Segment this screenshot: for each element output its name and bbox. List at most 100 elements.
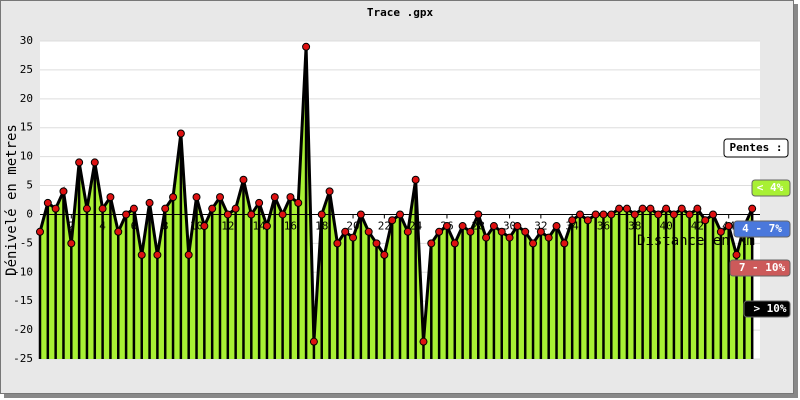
point (450, 239, 459, 248)
point (325, 187, 334, 196)
point (583, 216, 592, 225)
point (114, 227, 123, 236)
point (411, 175, 420, 184)
point (82, 204, 91, 213)
point (364, 227, 373, 236)
legend-swatch (743, 300, 791, 318)
point (576, 210, 584, 219)
x-tick-label: 42 (691, 219, 704, 232)
y-axis-label: Dénivelé en metres (4, 124, 20, 276)
area (40, 46, 753, 359)
point (615, 204, 624, 213)
point (489, 222, 498, 231)
point (521, 227, 530, 236)
point (349, 233, 358, 242)
point (591, 210, 600, 219)
point (748, 204, 757, 213)
point (294, 198, 303, 207)
point (153, 250, 162, 259)
point (176, 129, 185, 138)
point (247, 210, 256, 219)
point (396, 210, 404, 219)
x-tick-label: 12 (221, 219, 234, 232)
point (435, 227, 444, 236)
legend-swatch (729, 259, 791, 277)
point (458, 222, 467, 231)
point (662, 204, 671, 213)
y-tick-label: -20 (13, 323, 33, 336)
y-tick-label: -15 (13, 294, 33, 307)
x-tick-label: 36 (597, 219, 610, 232)
point (262, 222, 271, 231)
point (638, 204, 647, 213)
point (255, 198, 264, 207)
x-tick-label: 16 (284, 219, 297, 232)
point (701, 216, 710, 225)
point (716, 227, 725, 236)
y-tick-label: 30 (20, 34, 33, 47)
plot: 2468101214161820222426283032343638404244 (36, 40, 760, 360)
point (599, 210, 608, 219)
x-tick-label: 22 (378, 219, 391, 232)
point (129, 204, 138, 213)
point (552, 222, 561, 231)
point (544, 233, 553, 242)
point (560, 239, 569, 248)
x-tick-label: 6 (131, 219, 138, 232)
y-tick-label: -25 (13, 352, 33, 365)
x-tick-label: 14 (253, 219, 267, 232)
point (513, 222, 522, 231)
point (685, 210, 694, 219)
point (333, 239, 342, 248)
point (137, 250, 146, 259)
point (36, 227, 44, 236)
point (677, 204, 686, 213)
y-tick-label: 20 (20, 92, 33, 105)
x-tick-label: 32 (534, 219, 547, 232)
point (732, 250, 741, 259)
x-tick-label: 8 (162, 219, 169, 232)
point (122, 210, 131, 219)
point (356, 210, 365, 219)
point (622, 204, 631, 213)
legend-label: < 4% (757, 181, 784, 194)
point (419, 337, 428, 346)
point (200, 222, 209, 231)
point (388, 216, 397, 225)
point (278, 210, 287, 219)
point (607, 210, 616, 219)
x-tick-label: 2 (68, 219, 75, 232)
point (67, 239, 76, 248)
point (709, 210, 718, 219)
y-tick-label: -10 (13, 265, 33, 278)
y-tick-label: 15 (20, 121, 33, 134)
legend-title: Pentes : (730, 141, 783, 154)
point (482, 233, 491, 242)
point (380, 250, 389, 259)
point (51, 204, 60, 213)
point (184, 250, 193, 259)
point (427, 239, 436, 248)
point (286, 193, 295, 202)
point (309, 337, 318, 346)
point (161, 204, 170, 213)
point (90, 158, 99, 167)
point (693, 204, 702, 213)
y-tick-label: -5 (20, 236, 33, 249)
point (654, 210, 663, 219)
point (466, 227, 475, 236)
point (341, 227, 350, 236)
x-tick-label: 38 (628, 219, 641, 232)
point (568, 216, 577, 225)
point (231, 204, 240, 213)
legend-label: 4 - 7% (742, 222, 782, 235)
point (239, 175, 248, 184)
x-tick-label: 4 (99, 219, 106, 232)
point (536, 227, 545, 236)
legend: Pentes : < 4% 4 - 7% 7 - 10% > 10% (723, 138, 791, 318)
y-tick-label: 0 (26, 207, 33, 220)
x-axis-label: Distance en km (637, 233, 755, 249)
y-tick-label: 25 (20, 63, 33, 76)
point (669, 210, 678, 219)
